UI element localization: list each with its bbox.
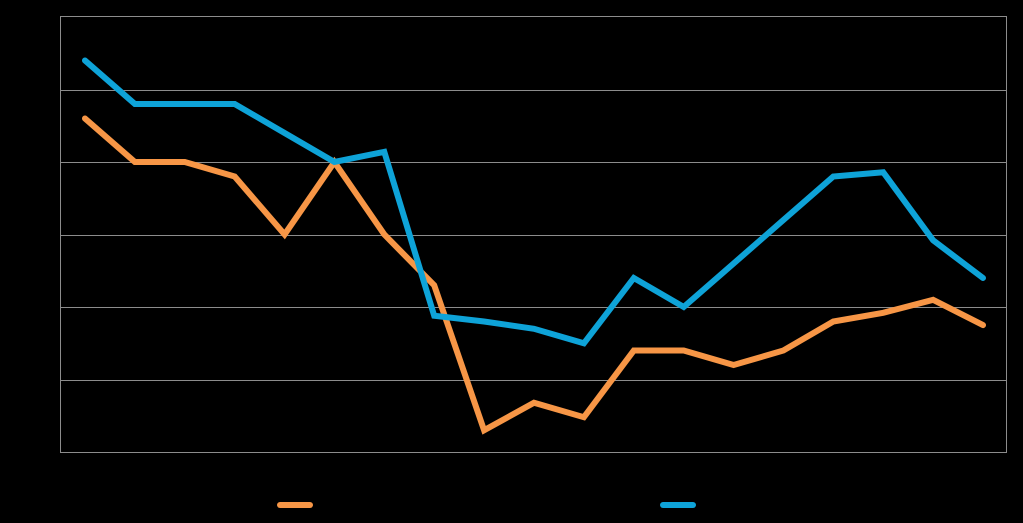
plot-area [60, 16, 1007, 453]
series-layer [82, 57, 986, 435]
series-line-1 [82, 115, 986, 435]
series-line-2 [82, 57, 986, 347]
gridlines [60, 90, 1007, 381]
